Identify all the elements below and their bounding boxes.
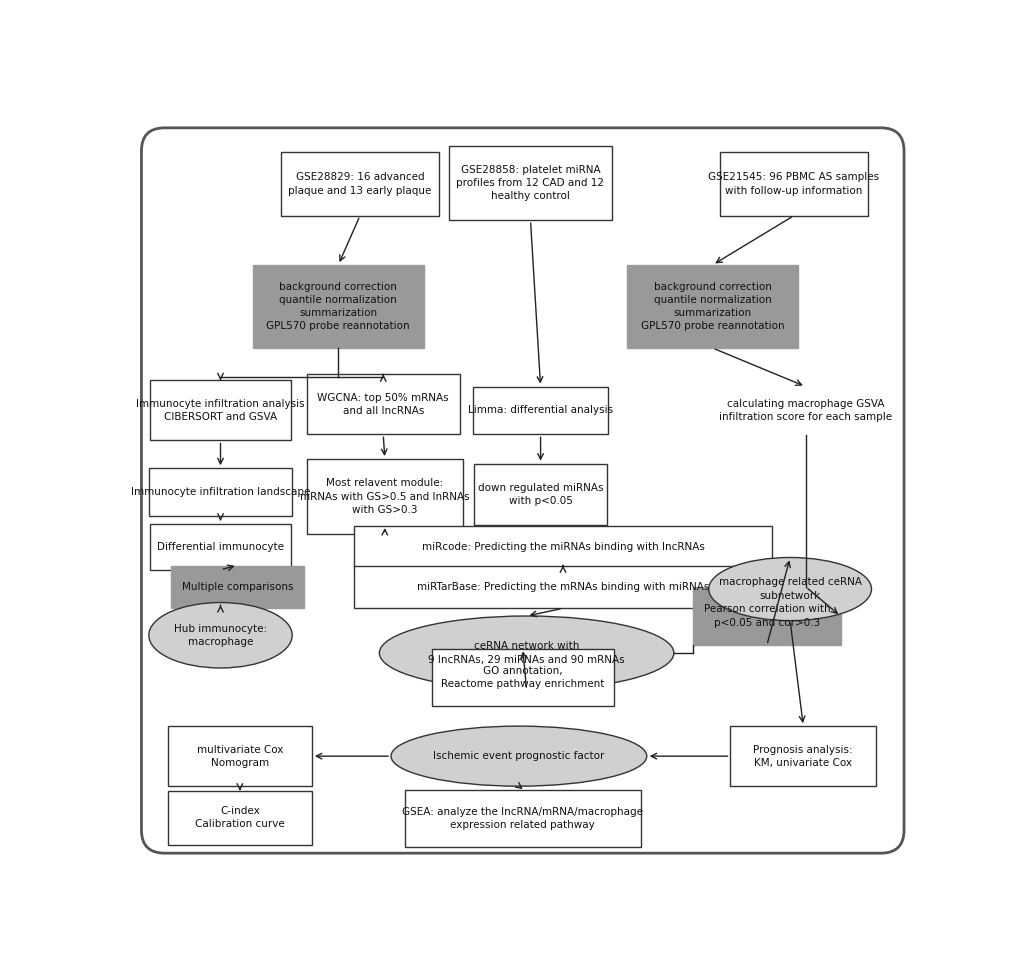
Text: Immunocyte infiltration analysis
CIBERSORT and GSVA: Immunocyte infiltration analysis CIBERSO… xyxy=(137,399,305,422)
FancyBboxPatch shape xyxy=(448,146,611,220)
Ellipse shape xyxy=(149,603,291,668)
Text: Prognosis analysis:
KM, univariate Cox: Prognosis analysis: KM, univariate Cox xyxy=(753,744,852,767)
FancyBboxPatch shape xyxy=(473,387,607,434)
FancyBboxPatch shape xyxy=(307,374,460,434)
Ellipse shape xyxy=(379,616,674,690)
Text: calculating macrophage GSVA
infiltration score for each sample: calculating macrophage GSVA infiltration… xyxy=(718,399,892,422)
FancyBboxPatch shape xyxy=(627,265,797,348)
Text: down regulated miRNAs
with p<0.05: down regulated miRNAs with p<0.05 xyxy=(477,483,602,506)
Text: ceRNA network with
9 lncRNAs, 29 miRNAs and 90 mRNAs: ceRNA network with 9 lncRNAs, 29 miRNAs … xyxy=(428,641,625,665)
Text: Limma: differential analysis: Limma: differential analysis xyxy=(468,405,612,416)
Text: background correction
quantile normalization
summarization
GPL570 probe reannota: background correction quantile normaliza… xyxy=(640,282,784,331)
Text: multivariate Cox
Nomogram: multivariate Cox Nomogram xyxy=(197,744,283,767)
Text: C-index
Calibration curve: C-index Calibration curve xyxy=(195,806,284,829)
Ellipse shape xyxy=(390,726,646,786)
Text: GSE21545: 96 PBMC AS samples
with follow-up information: GSE21545: 96 PBMC AS samples with follow… xyxy=(708,172,878,196)
FancyBboxPatch shape xyxy=(150,523,290,570)
Text: macrophage related ceRNA
subnetwork: macrophage related ceRNA subnetwork xyxy=(718,578,861,601)
Text: GO annotation,
Reactome pathway enrichment: GO annotation, Reactome pathway enrichme… xyxy=(440,666,604,689)
FancyBboxPatch shape xyxy=(354,525,771,568)
Text: background correction
quantile normalization
summarization
GPL570 probe reannota: background correction quantile normaliza… xyxy=(266,282,410,331)
Text: Differential immunocyte: Differential immunocyte xyxy=(157,542,283,551)
FancyBboxPatch shape xyxy=(168,791,311,845)
Text: Multiple comparisons: Multiple comparisons xyxy=(181,581,293,592)
Ellipse shape xyxy=(708,557,870,620)
Text: GSEA: analyze the lncRNA/mRNA/macrophage
expression related pathway: GSEA: analyze the lncRNA/mRNA/macrophage… xyxy=(401,807,643,830)
Text: Immunocyte infiltration landscape: Immunocyte infiltration landscape xyxy=(130,487,310,497)
Text: GSE28829: 16 advanced
plaque and 13 early plaque: GSE28829: 16 advanced plaque and 13 earl… xyxy=(288,172,431,196)
Text: Pearson correlation with
p<0.05 and cor>0.3: Pearson correlation with p<0.05 and cor>… xyxy=(703,605,829,628)
FancyBboxPatch shape xyxy=(280,152,439,216)
FancyBboxPatch shape xyxy=(149,468,291,516)
Text: Most relavent module:
mRNAs with GS>0.5 and lnRNAs
with GS>0.3: Most relavent module: mRNAs with GS>0.5 … xyxy=(300,479,469,515)
FancyBboxPatch shape xyxy=(171,566,304,608)
FancyBboxPatch shape xyxy=(142,128,903,853)
Text: Hub immunocyte:
macrophage: Hub immunocyte: macrophage xyxy=(174,624,267,647)
Text: miRTarBase: Predicting the mRNAs binding with miRNAs: miRTarBase: Predicting the mRNAs binding… xyxy=(417,581,708,592)
FancyBboxPatch shape xyxy=(150,381,290,441)
Text: Ischemic event prognostic factor: Ischemic event prognostic factor xyxy=(433,751,604,762)
FancyBboxPatch shape xyxy=(168,726,311,786)
FancyBboxPatch shape xyxy=(730,726,875,786)
FancyBboxPatch shape xyxy=(719,152,867,216)
FancyBboxPatch shape xyxy=(354,566,771,608)
FancyBboxPatch shape xyxy=(307,459,463,534)
FancyBboxPatch shape xyxy=(693,587,840,645)
Text: miRcode: Predicting the miRNAs binding with lncRNAs: miRcode: Predicting the miRNAs binding w… xyxy=(421,542,704,551)
Text: WGCNA: top 50% mRNAs
and all lncRNAs: WGCNA: top 50% mRNAs and all lncRNAs xyxy=(317,392,448,416)
FancyBboxPatch shape xyxy=(405,790,640,848)
FancyBboxPatch shape xyxy=(431,648,613,706)
Text: GSE28858: platelet miRNA
profiles from 12 CAD and 12
healthy control: GSE28858: platelet miRNA profiles from 1… xyxy=(457,165,604,202)
FancyBboxPatch shape xyxy=(474,463,606,525)
FancyBboxPatch shape xyxy=(253,265,423,348)
